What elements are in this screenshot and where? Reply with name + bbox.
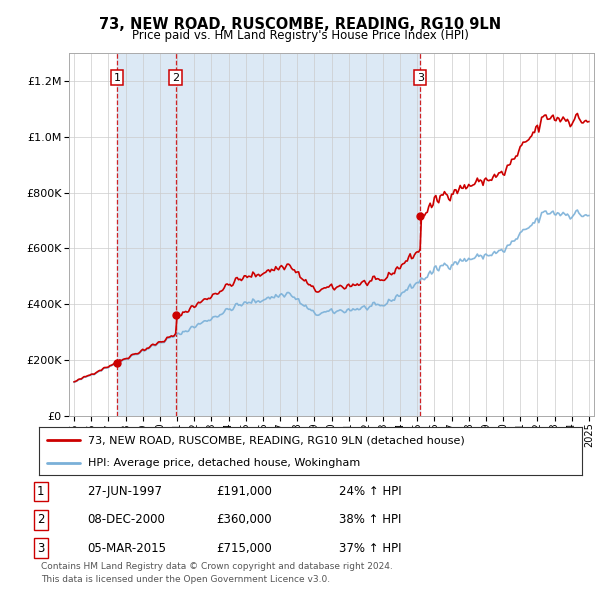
Text: 2: 2: [172, 73, 179, 83]
Text: 37% ↑ HPI: 37% ↑ HPI: [339, 542, 401, 555]
Text: 3: 3: [37, 542, 44, 555]
Text: 08-DEC-2000: 08-DEC-2000: [87, 513, 165, 526]
Bar: [117, 53, 176, 416]
Text: Price paid vs. HM Land Registry's House Price Index (HPI): Price paid vs. HM Land Registry's House …: [131, 29, 469, 42]
Text: £191,000: £191,000: [216, 485, 272, 498]
Text: 2: 2: [37, 513, 44, 526]
Text: This data is licensed under the Open Government Licence v3.0.: This data is licensed under the Open Gov…: [41, 575, 330, 584]
Text: £360,000: £360,000: [216, 513, 272, 526]
Text: 3: 3: [417, 73, 424, 83]
Text: 24% ↑ HPI: 24% ↑ HPI: [339, 485, 401, 498]
Text: Contains HM Land Registry data © Crown copyright and database right 2024.: Contains HM Land Registry data © Crown c…: [41, 562, 392, 571]
Text: HPI: Average price, detached house, Wokingham: HPI: Average price, detached house, Woki…: [88, 458, 360, 468]
Text: 38% ↑ HPI: 38% ↑ HPI: [339, 513, 401, 526]
Text: 73, NEW ROAD, RUSCOMBE, READING, RG10 9LN (detached house): 73, NEW ROAD, RUSCOMBE, READING, RG10 9L…: [88, 435, 464, 445]
Text: 73, NEW ROAD, RUSCOMBE, READING, RG10 9LN: 73, NEW ROAD, RUSCOMBE, READING, RG10 9L…: [99, 17, 501, 31]
Text: 05-MAR-2015: 05-MAR-2015: [87, 542, 166, 555]
Text: 1: 1: [37, 485, 44, 498]
Text: £715,000: £715,000: [216, 542, 272, 555]
Text: 27-JUN-1997: 27-JUN-1997: [87, 485, 162, 498]
Text: 1: 1: [113, 73, 121, 83]
Bar: [176, 53, 420, 416]
